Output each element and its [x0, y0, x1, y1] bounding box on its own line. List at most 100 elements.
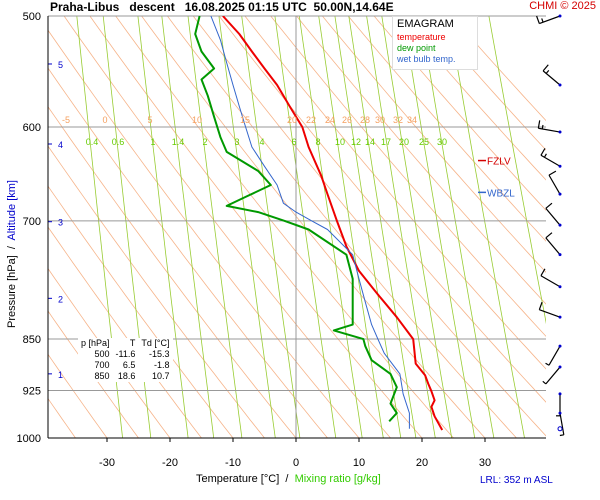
legend-temperature: temperature [397, 32, 446, 42]
wind-barb [548, 170, 562, 196]
wind-barb-flag [545, 69, 550, 74]
mixing-ratio-line [274, 16, 337, 438]
dry-adiabat [48, 267, 171, 438]
dry-adiabat-label: 28 [360, 115, 370, 125]
wind-barb-staff [559, 413, 565, 435]
dry-adiabat [48, 67, 328, 438]
dry-adiabat-label: 15 [240, 115, 250, 125]
wind-barb-flag [540, 148, 546, 156]
dry-adiabat-label: 20 [287, 115, 297, 125]
dry-adiabat [425, 16, 546, 151]
wind-barbs [536, 14, 565, 437]
wind-barb [540, 268, 562, 289]
wind-barb-dot [558, 392, 562, 396]
mixing-ratio-line [419, 16, 495, 438]
series-line-wet-bulb-temp- [210, 16, 410, 429]
wind-barb [540, 148, 562, 168]
wind-barb-dot [558, 365, 562, 369]
wind-barb-staff [540, 154, 561, 167]
altitude-tick-label: 5 [58, 60, 63, 70]
wind-barb-dot [558, 344, 562, 348]
x-tick-label: 10 [353, 457, 365, 469]
mixing-ratio-line [241, 16, 301, 438]
legend-dewpoint: dew point [397, 43, 436, 53]
wind-barb-dot [558, 164, 562, 168]
credit: CHMI © 2025 [529, 0, 596, 12]
series-line-temperature [222, 16, 444, 431]
tbl-cell: -15.3 [148, 349, 170, 359]
x-tick-label: 20 [416, 457, 428, 469]
tbl-cell: 10.7 [151, 371, 170, 381]
dry-adiabat-label: 0 [102, 115, 107, 125]
mixing-ratio-line [218, 16, 276, 438]
mixing-ratio-label: 17 [381, 137, 391, 147]
mixing-ratio-label: 0.4 [86, 137, 99, 147]
mixing-ratio-lines [76, 16, 546, 438]
wind-barb-flag [543, 153, 547, 158]
altitude-tick-label: 4 [58, 140, 63, 150]
wind-barb-staff [548, 174, 561, 195]
dry-adiabat [141, 16, 486, 438]
wind-barb [545, 344, 562, 366]
wind-barb-flag [542, 380, 547, 385]
tbl-cell: 500 [94, 349, 110, 359]
wind-barb-flag [538, 301, 543, 310]
altitude-tick-label: 2 [58, 294, 63, 304]
tbl-head-td: Td [°C] [141, 338, 170, 348]
x-axis-label: Temperature [°C] / Mixing ratio [g/kg] [196, 473, 381, 485]
x-tick-label: -20 [162, 457, 178, 469]
dry-adiabat-label: 34 [407, 115, 417, 125]
wind-barb-dot [558, 253, 562, 257]
dry-adiabat [48, 106, 297, 438]
dry-adiabat [347, 16, 546, 242]
tbl-cell: -1.8 [153, 360, 170, 370]
wind-barb-flag [545, 232, 553, 239]
pressure-tick-label: 600 [23, 122, 41, 134]
x-tick-label: -10 [225, 457, 241, 469]
wind-barb-flag [545, 202, 553, 209]
mixing-ratio-line [318, 16, 384, 438]
mixing-ratio-line [334, 16, 402, 438]
wind-barb [557, 426, 563, 432]
wind-barb-flag [541, 124, 544, 130]
dry-adiabat [321, 16, 546, 273]
x-tick-label: 0 [293, 457, 299, 469]
mixing-ratio-label: 3 [234, 137, 239, 147]
wind-barb-flag [542, 64, 549, 72]
mixing-ratio-line [137, 16, 189, 438]
wind-barb [542, 365, 562, 385]
wind-barb-staff [545, 207, 561, 226]
x-label-temp: Temperature [°C] [196, 473, 280, 485]
mixing-ratio-label: 14 [365, 137, 375, 147]
dry-adiabat [373, 16, 546, 211]
wind-barb [538, 301, 562, 319]
tbl-head-p: p [hPa] [81, 338, 110, 348]
x-label-mix: Mixing ratio [g/kg] [294, 473, 381, 485]
pressure-tick-label: 850 [23, 334, 41, 346]
mixing-ratio-label: 4 [259, 137, 264, 147]
wind-barb-flag [548, 170, 557, 176]
dry-adiabat-label: 22 [306, 115, 316, 125]
series-line-dew-point [194, 16, 398, 422]
mixing-ratio-line [402, 16, 476, 438]
lrl-label: LRL: 352 m ASL [480, 475, 553, 486]
wbzl-label: WBZL [487, 188, 515, 199]
tbl-cell: 18.6 [117, 371, 136, 381]
dry-adiabat [48, 145, 265, 438]
dry-adiabat [48, 353, 108, 438]
x-tick-label: -30 [99, 457, 115, 469]
altitude-tick-label: 3 [58, 218, 63, 228]
dry-adiabat [218, 16, 546, 403]
altitude-tick-label: 1 [58, 370, 63, 380]
mixing-ratio-line [187, 16, 243, 438]
pressure-tick-label: 700 [23, 216, 41, 228]
tbl-cell: 700 [94, 360, 110, 370]
dry-adiabat [48, 310, 139, 438]
mixing-ratio-label: 1.4 [172, 137, 185, 147]
dry-adiabat [270, 16, 546, 337]
pressure-tick-label: 1000 [17, 433, 41, 445]
mixing-ratio-label: 0.6 [112, 137, 125, 147]
summary-table: p [hPa] T Td [°C] 500 -11.6 -15.3 700 6.5 -1.8… [78, 338, 173, 382]
mixing-ratio-line [76, 16, 123, 438]
